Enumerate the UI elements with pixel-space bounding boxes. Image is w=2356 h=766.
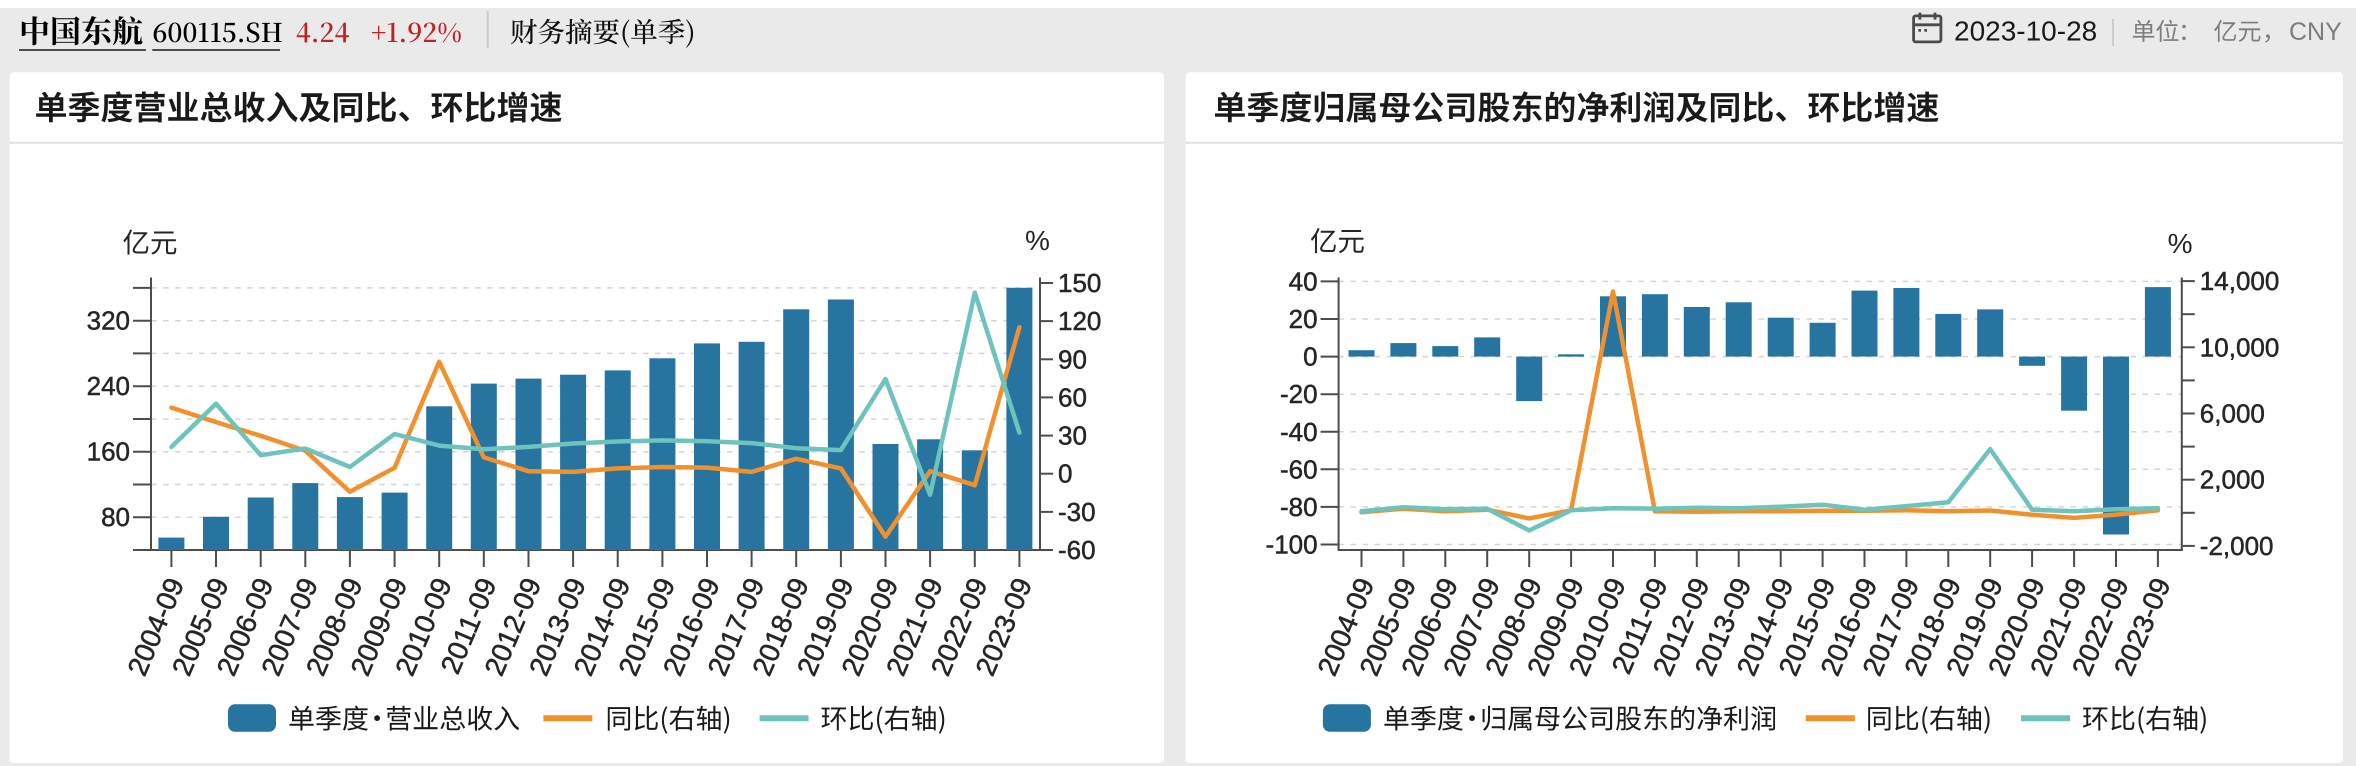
svg-text:90: 90 <box>1058 344 1087 374</box>
svg-text:6,000: 6,000 <box>2200 399 2265 429</box>
svg-text:320: 320 <box>87 306 130 336</box>
svg-text:120: 120 <box>1058 306 1101 336</box>
svg-text:20: 20 <box>1289 304 1318 334</box>
svg-text:-100: -100 <box>1266 530 1318 560</box>
svg-text:10,000: 10,000 <box>2200 332 2280 362</box>
svg-text:%: % <box>1025 225 1050 256</box>
svg-text:-80: -80 <box>1280 492 1318 522</box>
svg-text:CNY: CNY <box>2289 18 2342 46</box>
svg-text:-40: -40 <box>1280 417 1318 447</box>
svg-text:60: 60 <box>1058 382 1087 412</box>
svg-text:2,000: 2,000 <box>2200 465 2265 495</box>
svg-text:-20: -20 <box>1280 379 1318 409</box>
svg-text:2023-10-28: 2023-10-28 <box>1954 16 2097 47</box>
svg-text:240: 240 <box>87 371 130 401</box>
svg-text:-2,000: -2,000 <box>2200 531 2274 561</box>
svg-text:0: 0 <box>1303 342 1317 372</box>
svg-text:14,000: 14,000 <box>2200 266 2280 296</box>
svg-text:150: 150 <box>1058 268 1101 298</box>
svg-text:160: 160 <box>87 437 130 467</box>
svg-text:-60: -60 <box>1058 535 1096 565</box>
svg-text:80: 80 <box>101 502 130 532</box>
svg-text:30: 30 <box>1058 421 1087 451</box>
svg-text:0: 0 <box>1058 459 1072 489</box>
svg-text:-30: -30 <box>1058 497 1096 527</box>
svg-text:40: 40 <box>1289 266 1318 296</box>
svg-text:%: % <box>2168 228 2193 259</box>
svg-text:-60: -60 <box>1280 454 1318 484</box>
